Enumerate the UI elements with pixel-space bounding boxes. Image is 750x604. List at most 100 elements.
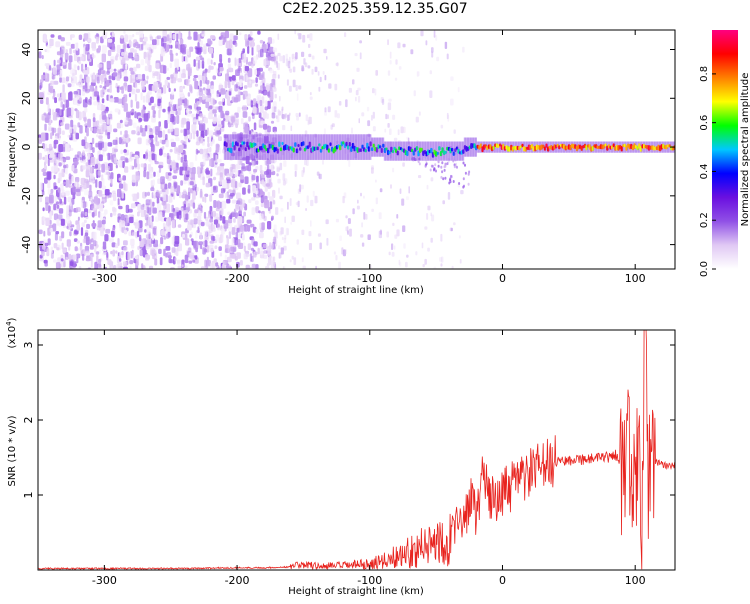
heatmap-cell (58, 144, 64, 153)
heatmap-cell (213, 116, 217, 125)
heatmap-cell (224, 30, 229, 39)
heatmap-cell (90, 157, 96, 166)
heatmap-cell (173, 241, 179, 247)
heatmap-cell (253, 241, 258, 247)
heatmap-cell (181, 117, 186, 125)
heatmap-cell (82, 201, 86, 209)
heatmap-cell (134, 111, 137, 119)
heatmap-cell (261, 77, 266, 84)
heatmap-cell (52, 223, 57, 232)
heatmap-cell (128, 52, 134, 59)
heatmap-cell (443, 168, 446, 172)
heatmap-cell (226, 48, 232, 56)
heatmap-cell (219, 58, 222, 65)
heatmap-cell (166, 76, 171, 80)
heatmap-cell (310, 220, 312, 227)
heatmap-cell (347, 230, 349, 235)
heatmap-cell (175, 52, 178, 56)
heatmap-cell (289, 56, 291, 64)
heatmap-cell (177, 224, 182, 228)
heatmap-cell (145, 199, 151, 206)
heatmap-cell (124, 117, 128, 125)
heatmap-cell (203, 45, 206, 50)
heatmap-cell (386, 114, 389, 119)
heatmap-cell (123, 30, 126, 35)
heatmap-cell (143, 36, 148, 42)
heatmap-cell (139, 30, 144, 38)
heatmap-cell (77, 216, 80, 221)
heatmap-cell (197, 60, 201, 69)
heatmap-cell (53, 59, 56, 67)
heatmap-cell (281, 114, 285, 120)
heatmap-cell (206, 69, 211, 73)
heatmap-cell (129, 41, 133, 47)
heatmap-cell (277, 52, 281, 57)
heatmap-cell (120, 156, 126, 161)
heatmap-cell (268, 46, 274, 53)
heatmap-cell (64, 52, 69, 61)
heatmap-cell (59, 198, 62, 204)
heatmap-cell (128, 208, 133, 213)
heatmap-cell (258, 210, 261, 214)
heatmap-cell (276, 61, 278, 68)
heatmap-cell (44, 123, 47, 131)
heatmap-cell (202, 196, 205, 202)
heatmap-cell (196, 130, 199, 137)
heatmap-cell (245, 253, 250, 257)
heatmap-cell (215, 262, 219, 267)
heatmap-cell (299, 184, 302, 192)
heatmap-cell (123, 229, 128, 235)
heatmap-cell (236, 192, 241, 200)
heatmap-cell (308, 243, 312, 251)
heatmap-cell (94, 261, 98, 269)
heatmap-cell (276, 167, 280, 172)
heatmap-cell (280, 227, 284, 235)
heatmap-cell (195, 114, 199, 120)
heatmap-cell (265, 52, 271, 58)
heatmap-cell (153, 103, 157, 108)
heatmap-cell (148, 207, 152, 216)
heatmap-cell (41, 74, 46, 80)
heatmap-cell (113, 192, 117, 202)
heatmap-cell (110, 250, 113, 255)
heatmap-cell (424, 164, 427, 168)
heatmap-cell (259, 99, 263, 107)
heatmap-cell (215, 67, 219, 74)
heatmap-cell (190, 172, 196, 181)
heatmap-cell (38, 134, 42, 139)
heatmap-cell (324, 107, 327, 113)
heatmap-cell (210, 247, 214, 253)
heatmap-cell (311, 55, 315, 60)
heatmap-cell (167, 113, 171, 119)
heatmap-cell (184, 138, 188, 145)
heatmap-cell (402, 225, 406, 232)
heatmap-cell (51, 75, 55, 80)
heatmap-cell (448, 181, 451, 185)
heatmap-cell (459, 141, 461, 161)
heatmap-cell (230, 246, 235, 252)
heatmap-cell (235, 163, 241, 170)
heatmap-cell (222, 113, 225, 119)
heatmap-cell (357, 95, 361, 103)
heatmap-cell (68, 92, 73, 101)
heatmap-cell (120, 35, 124, 39)
heatmap-cell (247, 45, 250, 54)
heatmap-cell (359, 52, 362, 60)
heatmap-cell (119, 119, 123, 124)
heatmap-cell (82, 165, 86, 170)
heatmap-cell (169, 49, 173, 56)
heatmap-cell (150, 180, 153, 187)
heatmap-cell (300, 134, 303, 160)
heatmap-cell (229, 192, 235, 197)
heatmap-cell (335, 218, 339, 223)
heatmap-cell (499, 141, 501, 153)
heatmap-cell (208, 130, 214, 138)
colorbar-gradient (712, 30, 738, 269)
heatmap-cell (242, 94, 245, 101)
heatmap-cell (387, 123, 390, 128)
heatmap-cell (86, 127, 89, 137)
heatmap-cell (398, 259, 401, 265)
heatmap-cell (145, 244, 150, 250)
heatmap-cell (234, 180, 238, 189)
